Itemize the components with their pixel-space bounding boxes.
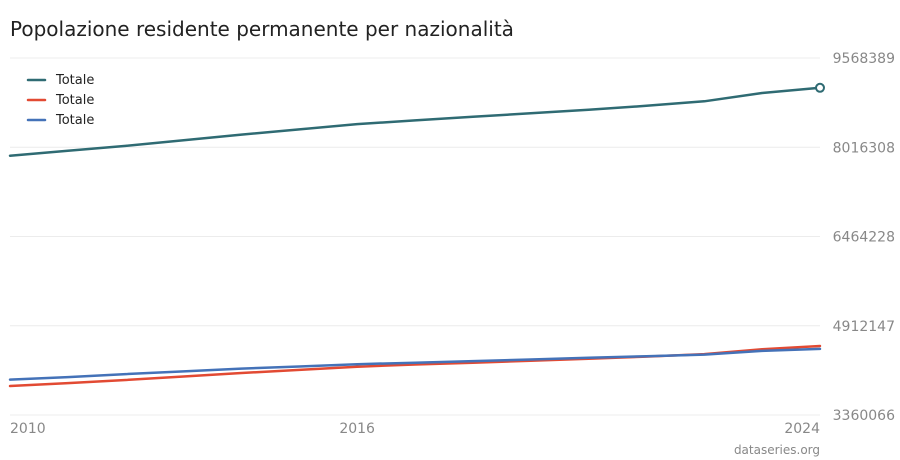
gridlines [10,57,820,416]
legend-label-0: Totale [55,73,94,88]
series-line-0 [8,86,822,157]
legend: Totale Totale Totale [26,73,94,128]
x-axis-tick-labels: 2010 2016 2024 [10,421,820,437]
legend-label-2: Totale [55,113,94,128]
series-end-marker-0[interactable] [815,82,825,93]
chart-title: Popolazione residente permanente per naz… [10,17,514,41]
x-tick-label-2010: 2010 [10,421,46,437]
y-tick-label-1: 8016308 [833,140,895,156]
y-axis-tick-labels: 9568389 8016308 6464228 4912147 3360066 [833,51,895,424]
y-tick-label-2: 6464228 [833,229,895,245]
source-credit: dataseries.org [734,443,820,457]
series-lines [8,82,825,388]
y-tick-label-4: 3360066 [833,408,895,424]
x-tick-label-2024: 2024 [784,421,820,437]
y-tick-label-3: 4912147 [833,319,895,335]
y-tick-label-0: 9568389 [833,51,895,67]
series-line-2 [8,347,822,381]
x-tick-label-2016: 2016 [339,421,375,437]
legend-label-1: Totale [55,93,94,108]
